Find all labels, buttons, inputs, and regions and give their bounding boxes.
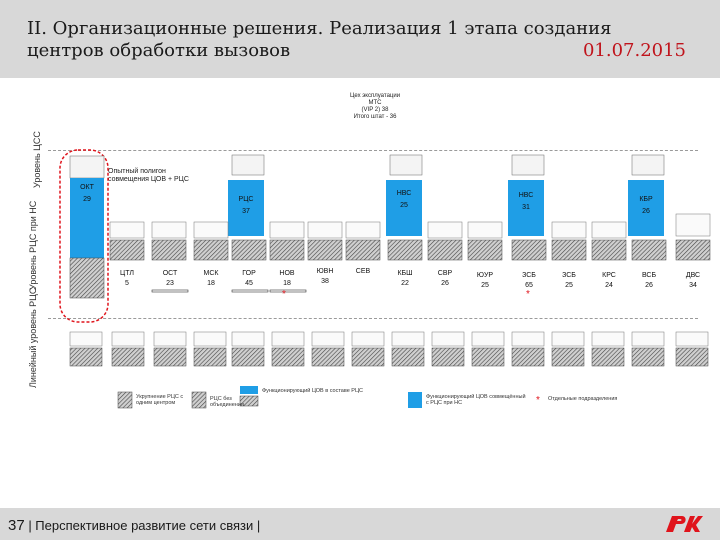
css-box-1	[231, 154, 265, 176]
left-hatch-block	[69, 257, 105, 299]
tier2-value: 26	[645, 282, 653, 289]
blue-value: 31	[522, 204, 530, 211]
blue-label: НВС	[518, 192, 534, 199]
tier2-value: 25	[565, 282, 573, 289]
experimental-note-line: совмещения ЦОВ + РЦС	[108, 176, 189, 183]
left-top-box	[69, 155, 105, 179]
tier2-hatch-row	[109, 239, 711, 261]
css-box-2	[389, 154, 423, 176]
footer-caption: | Перспективное развитие сети связи |	[28, 518, 261, 533]
tier2-value: 25	[481, 282, 489, 289]
blue-label: ОКТ	[80, 184, 94, 191]
tier2-label: ОСТ	[162, 270, 178, 277]
page-date: 01.07.2015	[582, 40, 686, 61]
tier2-value: 22	[401, 280, 409, 287]
tier2-label: ЗСБ	[562, 272, 576, 279]
tier2-label: СЕВ	[355, 268, 371, 275]
legend-item: Укрупнение РЦС с одним центром	[136, 394, 184, 406]
top-center-block: Цех эксплуатации МТС (VIP 2) 38 Итого шт…	[330, 93, 420, 121]
tier2-label: ГОР	[242, 270, 256, 277]
header-bar: II. Организационные решения. Реализация …	[0, 0, 720, 78]
star-icon: *	[526, 289, 530, 300]
tier2-label: КРС	[602, 272, 616, 279]
star-icon: *	[536, 395, 540, 406]
css-blue-3	[508, 180, 544, 236]
experimental-note: Опытный полигон совмещения ЦОВ + РЦС	[108, 168, 198, 184]
tier2-value: 34	[689, 282, 697, 289]
css-blue-1	[228, 180, 264, 236]
tier2-value: 45	[245, 280, 253, 287]
top-center-line: (VIP 2) 38	[361, 107, 389, 113]
tier2-label: СВР	[437, 270, 453, 277]
css-blue-2	[386, 180, 422, 236]
top-center-line: Итого штат - 36	[353, 114, 397, 120]
top-center-line: Цех эксплуатации	[349, 93, 401, 99]
highlight-oval	[59, 149, 109, 323]
css-blue-4	[628, 180, 664, 236]
tier2-label: ЮВН	[316, 268, 334, 275]
rzd-logo-icon	[666, 516, 703, 532]
tier2-value: 38	[321, 278, 329, 285]
blue-label: КБР	[639, 196, 653, 203]
level-divider-1	[48, 150, 698, 151]
legend-item: Функционирующий ЦОВ совмещённый с РЦС пр…	[426, 394, 526, 406]
css-box-4	[631, 154, 665, 176]
top-center-line: МТС	[368, 100, 382, 106]
legend-markers	[117, 386, 422, 409]
blue-value: 26	[642, 208, 650, 215]
tier2-label: ЗСБ	[522, 272, 536, 279]
experimental-note-line: Опытный полигон	[108, 168, 166, 175]
page-number: 37	[8, 517, 25, 534]
linear-header-row	[69, 331, 709, 347]
tier2-value: 65	[525, 282, 533, 289]
footer-text: 37 | Перспективное развитие сети связи |	[8, 517, 260, 534]
page-title: II. Организационные решения. Реализация …	[27, 18, 612, 61]
tier2-label: ЮУР	[476, 272, 494, 279]
tier2-value: 18	[283, 280, 291, 287]
tier2-label: КБШ	[397, 270, 413, 277]
tier2-value: 5	[125, 280, 129, 287]
linear-hatch-row	[69, 347, 709, 367]
css-box-3	[511, 154, 545, 176]
tier2-label: ДВС	[685, 272, 701, 279]
legend-item: РЦС без объединения	[210, 396, 244, 408]
blue-value: 29	[83, 196, 91, 203]
tier2-label: МСК	[203, 270, 219, 277]
tier2-label: НОВ	[279, 270, 295, 277]
legend-item: Функционирующий ЦОВ в составе РЦС	[262, 388, 364, 394]
blue-value: 37	[242, 208, 250, 215]
blue-value: 25	[400, 202, 408, 209]
legend-item: Отдельные подразделения	[548, 396, 618, 402]
tier2-headers	[109, 213, 711, 239]
tier2-value: 26	[441, 280, 449, 287]
footer-bar: 37 | Перспективное развитие сети связи |	[0, 508, 720, 540]
star-icon: *	[282, 289, 286, 300]
tier2-outline-row	[151, 289, 307, 293]
tier2-value: 24	[605, 282, 613, 289]
tier2-label: ВСБ	[641, 272, 657, 279]
tier2-value: 18	[207, 280, 215, 287]
blue-label: РЦС	[238, 196, 254, 203]
blue-label: НВС	[396, 190, 412, 197]
level-divider-2	[48, 318, 698, 319]
tier2-value: 23	[166, 280, 174, 287]
tier2-label: ЦТЛ	[120, 270, 134, 277]
